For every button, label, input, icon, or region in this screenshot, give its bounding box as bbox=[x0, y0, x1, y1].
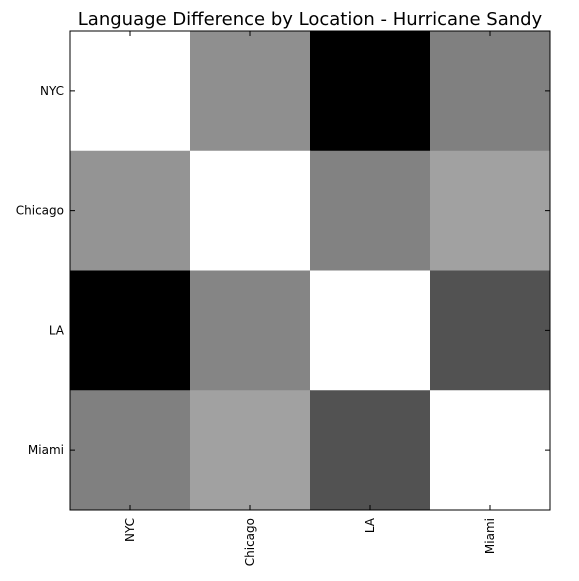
y-tick-label: NYC bbox=[40, 84, 64, 98]
x-tick-label: Chicago bbox=[243, 518, 257, 566]
heatmap-cell bbox=[190, 270, 311, 391]
heatmap-cell bbox=[310, 270, 431, 391]
heatmap-cell bbox=[70, 270, 191, 391]
heatmap-cell bbox=[190, 150, 311, 271]
heatmap-cell bbox=[310, 150, 431, 271]
x-tick-label: LA bbox=[363, 517, 377, 533]
chart-title: Language Difference by Location - Hurric… bbox=[78, 9, 543, 30]
x-tick-label: NYC bbox=[123, 518, 137, 542]
heatmap-cell bbox=[190, 31, 311, 152]
heatmap-cell bbox=[430, 390, 551, 511]
x-tick-label: Miami bbox=[483, 518, 497, 554]
y-tick-label: LA bbox=[49, 323, 65, 337]
y-tick-label: Chicago bbox=[16, 204, 64, 218]
plot-frame bbox=[69, 30, 551, 511]
heatmap-cell bbox=[430, 150, 551, 271]
y-tick-label: Miami bbox=[28, 443, 64, 457]
heatmap-cell bbox=[310, 390, 431, 511]
heatmap-cell bbox=[70, 150, 191, 271]
heatmap-cell bbox=[430, 270, 551, 391]
heatmap-cell bbox=[70, 31, 191, 152]
heatmap-cell bbox=[310, 31, 431, 152]
heatmap-cell bbox=[190, 390, 311, 511]
heatmap-cell bbox=[430, 31, 551, 152]
heatmap-cell bbox=[70, 390, 191, 511]
